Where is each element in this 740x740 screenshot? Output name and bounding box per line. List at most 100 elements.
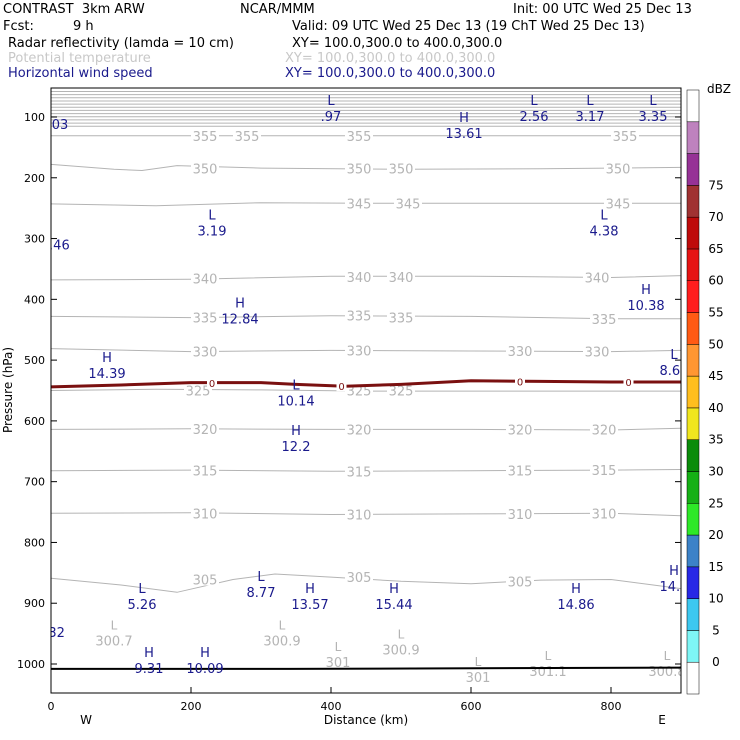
y-tick-label: 600 — [24, 415, 45, 428]
theta-label: 350 — [347, 163, 372, 178]
theta-label-bg — [590, 463, 618, 477]
x-axis-west-label: W — [80, 713, 92, 727]
theta-label: 355 — [613, 130, 638, 145]
theta-label: 355 — [193, 130, 218, 145]
wind-extremum-mark: L — [208, 208, 216, 223]
y-tick-label: 400 — [24, 293, 45, 306]
fcst-value: 9 h — [73, 19, 94, 34]
wind-extremum-mark: H — [102, 351, 112, 366]
field-wind: Horizontal wind speed — [8, 66, 153, 81]
theta-label: 325 — [347, 385, 372, 400]
reflectivity-zero-label: 0 — [625, 378, 631, 389]
theta-label: 320 — [193, 423, 218, 438]
theta-label-bg — [611, 128, 639, 142]
wind-extremum-value: 10.38 — [627, 299, 664, 314]
ground-surface-line — [51, 666, 681, 670]
theta-label-bg — [583, 344, 611, 358]
theta-label: 315 — [592, 464, 617, 479]
theta-label: 310 — [592, 507, 617, 522]
plot-frame — [50, 87, 682, 694]
wind-extremum-value: 5.26 — [128, 598, 157, 613]
theta-label-bg — [191, 463, 219, 477]
theta-extremum-value: 301 — [326, 656, 351, 671]
theta-extremum-mark: L — [545, 649, 552, 663]
theta-label-bg — [590, 422, 618, 436]
theta-label: 310 — [508, 508, 533, 523]
theta-label-bg — [345, 269, 373, 283]
theta-label: 320 — [592, 423, 617, 438]
wind-extremum-mark: L — [292, 379, 300, 394]
theta-label: 325 — [186, 385, 211, 400]
theta-contour-325 — [51, 388, 681, 392]
theta-extremum-value: 300.9 — [382, 644, 419, 659]
theta-label: 355 — [347, 130, 372, 145]
zero-label-bg — [207, 377, 217, 389]
wind-extremum-mark: H — [235, 296, 245, 311]
colorbar-level-label: 20 — [708, 528, 723, 542]
colorbar-swatch — [686, 598, 700, 631]
colorbar-swatch — [686, 121, 700, 154]
theta-label: 340 — [347, 271, 372, 286]
theta-label-bg — [191, 572, 219, 586]
wind-extremum-value: .46 — [49, 238, 70, 253]
theta-label-bg — [590, 506, 618, 520]
y-tick-label: 1000 — [17, 658, 45, 671]
colorbar-unit: dBZ — [707, 82, 731, 96]
theta-extremum-mark: L — [664, 649, 671, 663]
theta-label-bg — [191, 128, 219, 142]
colorbar-swatch — [686, 471, 700, 504]
colorbar-level-label: 30 — [708, 464, 723, 478]
field-reflectivity: Radar reflectivity (lamda = 10 cm) — [8, 36, 234, 51]
x-tick-label: 800 — [601, 700, 622, 713]
theta-label: 345 — [396, 197, 421, 212]
theta-contour-345 — [51, 202, 681, 207]
colorbar-level-label: 0 — [712, 655, 720, 669]
field-theta: Potential temperature — [8, 51, 151, 66]
theta-label: 335 — [193, 312, 218, 327]
wind-extremum-value: .03 — [48, 118, 69, 133]
wind-extremum-value: 13.61 — [445, 127, 482, 142]
theta-label: 350 — [193, 163, 218, 178]
theta-label-bg — [191, 310, 219, 324]
colorbar-level-label: 75 — [708, 178, 723, 192]
theta-label-bg — [506, 506, 534, 520]
wind-extremum-mark: L — [327, 94, 335, 109]
theta-label-bg — [345, 422, 373, 436]
colorbar-swatch — [686, 89, 700, 123]
reflectivity-zero-label: 0 — [517, 377, 523, 388]
theta-extremum-value: 300.9 — [263, 635, 300, 650]
theta-label: 325 — [389, 385, 414, 400]
colorbar-swatch — [686, 185, 700, 218]
colorbar-level-label: 55 — [708, 306, 723, 320]
theta-contour-320 — [51, 427, 681, 431]
wind-extremum-value: 3.35 — [639, 110, 668, 125]
colorbar-swatch — [686, 312, 700, 345]
wind-extremum-mark: L — [257, 570, 265, 585]
wind-extremum-mark: H — [669, 564, 679, 579]
theta-contour-310 — [51, 512, 681, 517]
wind-extremum-value: 32 — [48, 626, 65, 641]
colorbar-swatch — [686, 375, 700, 409]
theta-label-bg — [590, 311, 618, 325]
theta-label-bg — [604, 196, 632, 210]
theta-label-bg — [583, 270, 611, 284]
colorbar-swatch — [686, 503, 700, 536]
theta-label-bg — [184, 383, 212, 397]
colorbar-swatch — [686, 280, 700, 313]
theta-label: 350 — [606, 163, 631, 178]
theta-label-bg — [506, 343, 534, 357]
wind-extremum-value: 10.14 — [277, 395, 314, 410]
colorbar-level-label: 60 — [708, 274, 723, 288]
theta-label-bg — [233, 128, 261, 142]
reflectivity-zero-label: 0 — [338, 382, 344, 393]
y-tick-label: 200 — [24, 172, 45, 185]
theta-label: 320 — [347, 423, 372, 438]
theta-label-bg — [345, 464, 373, 478]
colorbar-swatch — [686, 407, 700, 440]
x-tick-label: 600 — [461, 700, 482, 713]
theta-label-bg — [604, 161, 632, 175]
y-tick-label: 500 — [24, 354, 45, 367]
wind-extremum-value: 3.19 — [198, 224, 227, 239]
theta-label-bg — [506, 574, 534, 588]
